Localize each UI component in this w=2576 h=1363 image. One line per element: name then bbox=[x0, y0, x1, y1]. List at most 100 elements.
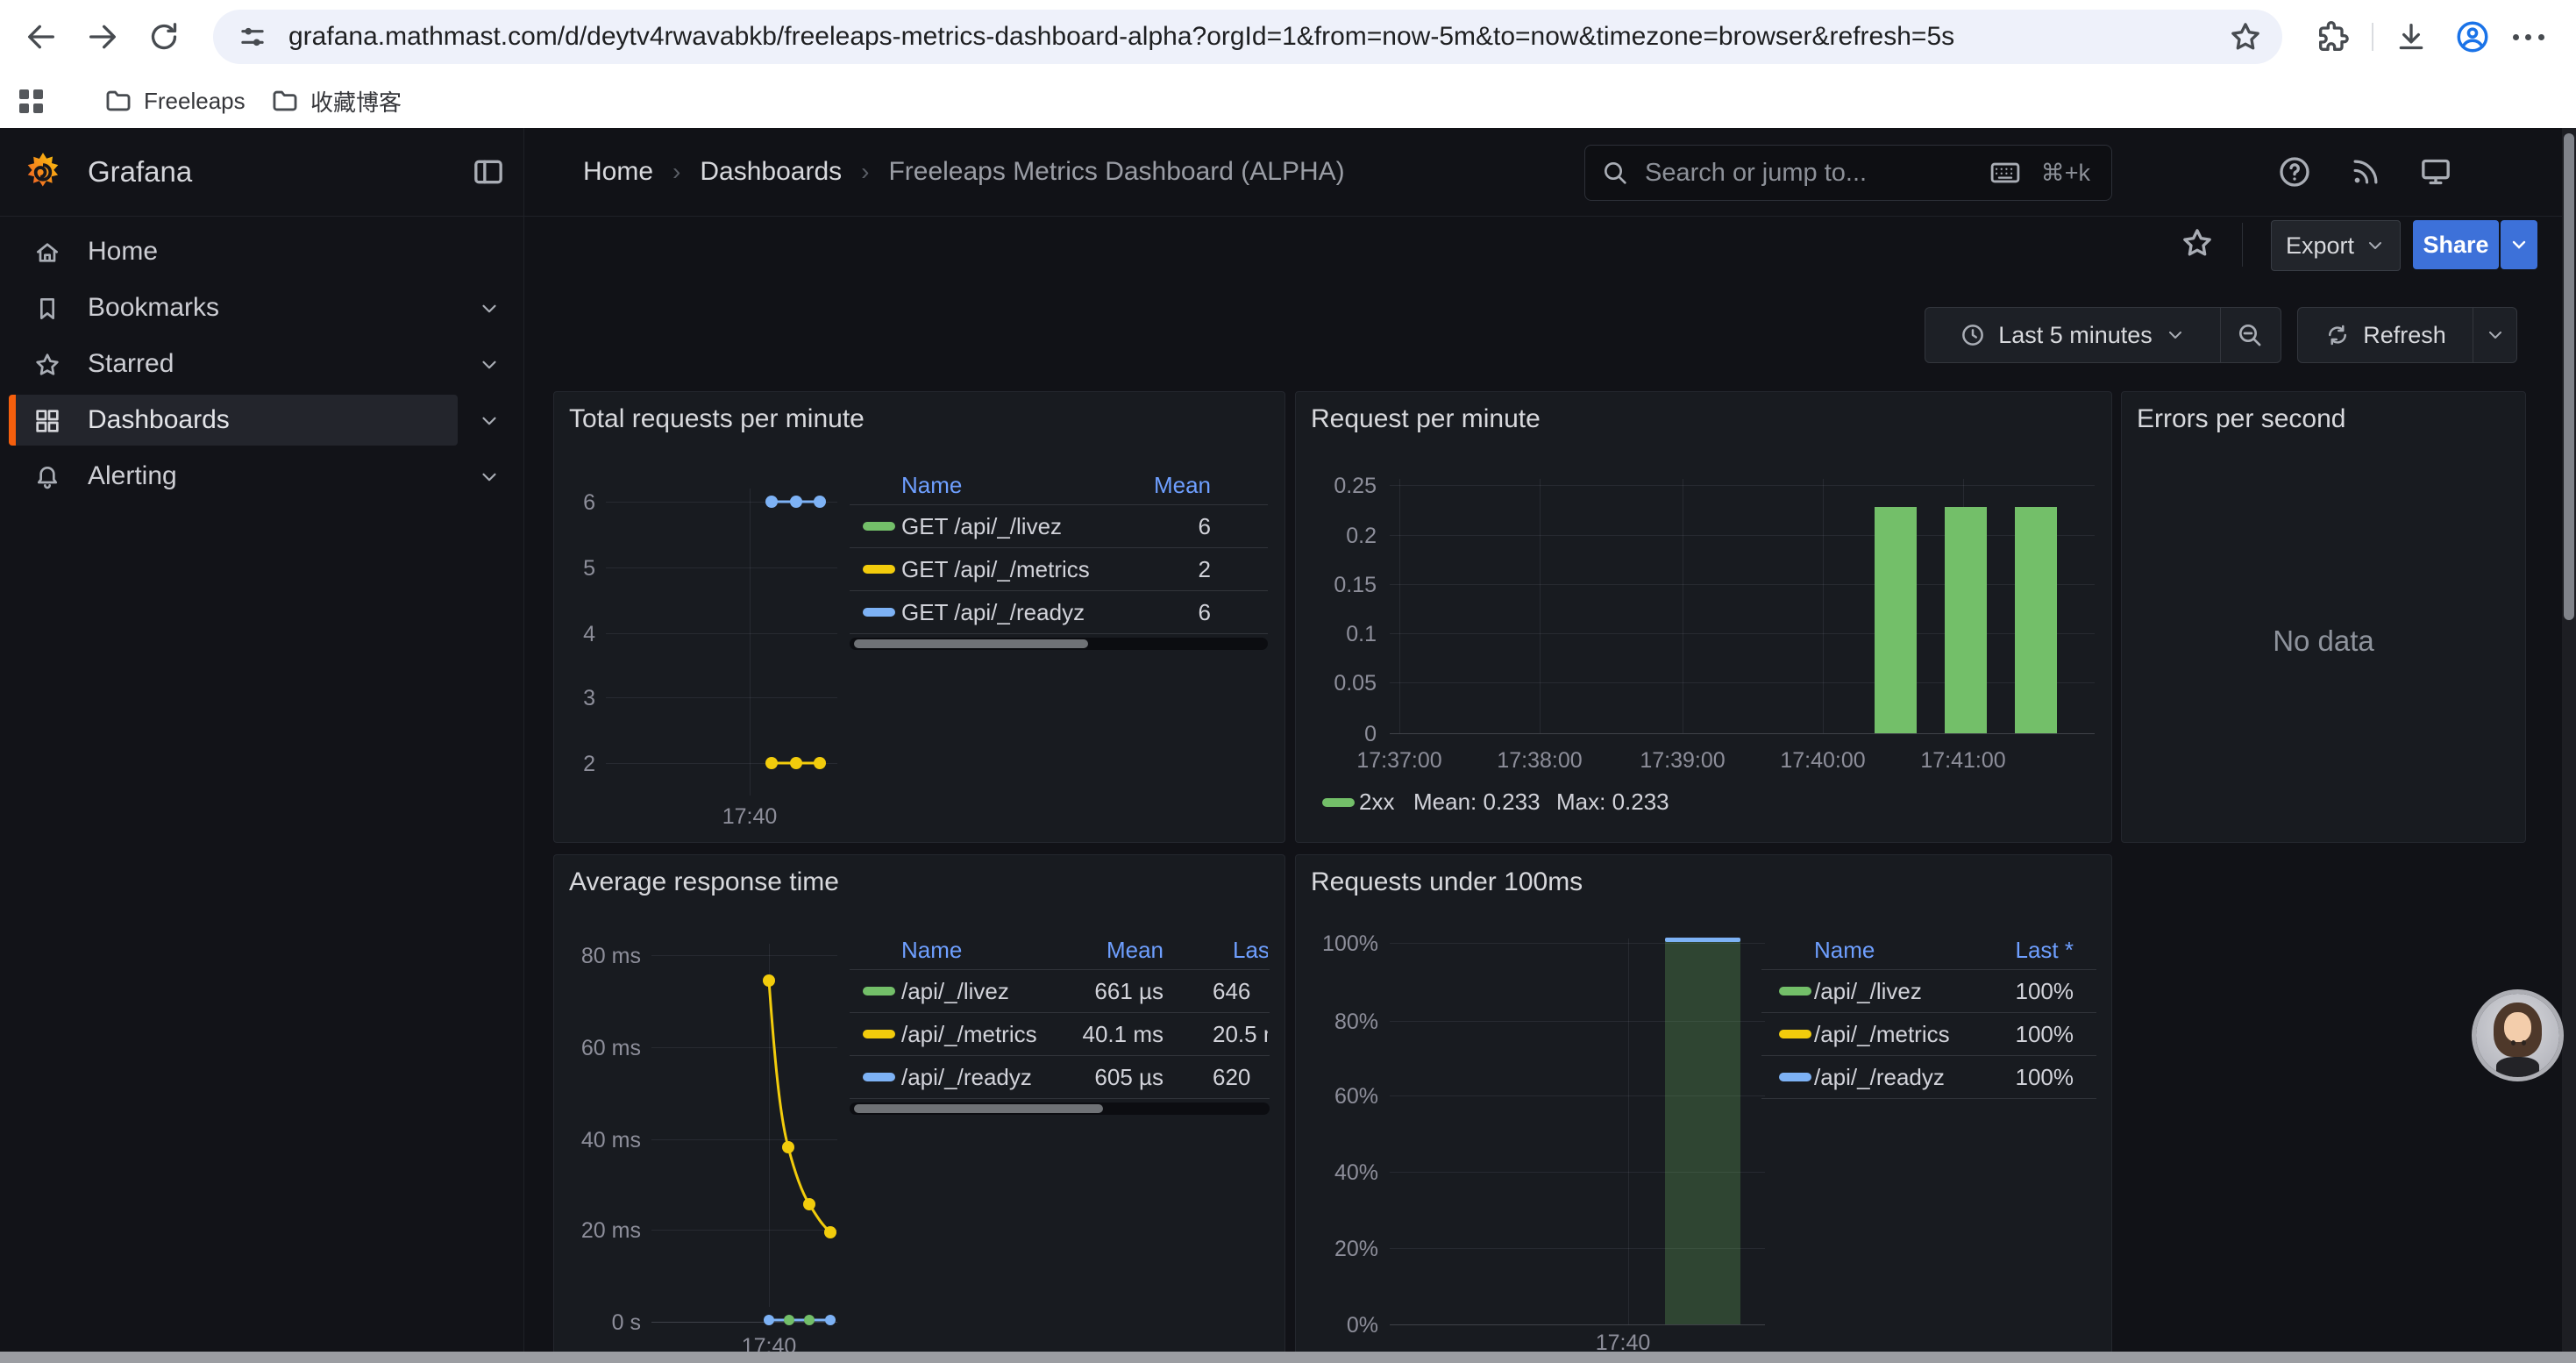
legend-row: GET /api/_/livez 6 bbox=[850, 505, 1268, 548]
legend-color-swatch bbox=[863, 565, 895, 574]
chevron-down-icon[interactable] bbox=[478, 466, 501, 489]
dock-menu-icon bbox=[471, 154, 506, 189]
screen: grafana.mathmast.com/d/deytv4rwavabkb/fr… bbox=[0, 0, 2576, 1363]
time-range-button[interactable]: Last 5 minutes bbox=[1925, 308, 2220, 362]
home-icon bbox=[33, 239, 61, 267]
panel-total-requests: Total requests per minute 6 5 4 3 2 17:4… bbox=[553, 391, 1285, 843]
share-button[interactable]: Share bbox=[2413, 220, 2499, 269]
chevron-down-icon[interactable] bbox=[478, 297, 501, 320]
legend-header: Name Last * bbox=[1761, 931, 2096, 970]
series-name[interactable]: /api/_/readyz bbox=[1814, 1056, 1945, 1098]
sidebar-item-starred[interactable]: Starred bbox=[0, 337, 523, 391]
news-button[interactable] bbox=[2346, 153, 2385, 191]
search-icon bbox=[1601, 159, 1629, 187]
series-mean: 40.1 ms bbox=[1083, 1013, 1164, 1055]
address-bar[interactable]: grafana.mathmast.com/d/deytv4rwavabkb/fr… bbox=[213, 10, 2282, 64]
help-button[interactable] bbox=[2275, 153, 2314, 191]
legend-header: Name Mean bbox=[850, 466, 1268, 505]
zoom-out-icon bbox=[2236, 321, 2264, 349]
floating-assistant-avatar[interactable] bbox=[2476, 994, 2559, 1077]
chevron-down-icon bbox=[2365, 235, 2386, 256]
breadcrumb: Home › Dashboards › Freeleaps Metrics Da… bbox=[583, 128, 1345, 216]
legend-color-swatch bbox=[1779, 1030, 1811, 1038]
series-last: 100% bbox=[2016, 1013, 2074, 1055]
series-last: 20.5 m bbox=[1213, 1013, 1268, 1055]
forward-button[interactable] bbox=[76, 11, 129, 63]
series-last: 620 bbox=[1213, 1056, 1268, 1098]
series-max: Max: 0.233 bbox=[1556, 786, 1669, 817]
legend-color-swatch bbox=[1779, 1073, 1811, 1081]
extensions-button[interactable] bbox=[2306, 11, 2359, 63]
bookmark-folder-blogs[interactable]: 收藏博客 bbox=[270, 82, 402, 119]
legend-row: /api/_/readyz 605 µs 620 bbox=[850, 1056, 1270, 1099]
browser-toolbar: grafana.mathmast.com/d/deytv4rwavabkb/fr… bbox=[0, 0, 2576, 74]
series-name[interactable]: 2xx bbox=[1359, 786, 1394, 817]
series-name[interactable]: GET /api/_/readyz bbox=[901, 591, 1085, 633]
downloads-button[interactable] bbox=[2385, 11, 2437, 63]
scrollbar-thumb[interactable] bbox=[854, 1104, 1103, 1113]
bookmark-star-icon[interactable] bbox=[2228, 19, 2263, 54]
sidebar-item-bookmarks[interactable]: Bookmarks bbox=[0, 281, 523, 335]
favorite-dashboard-button[interactable] bbox=[2180, 225, 2215, 260]
page-horizontal-scrollbar[interactable] bbox=[0, 1352, 2576, 1363]
refresh-button[interactable]: Refresh bbox=[2298, 308, 2473, 362]
series-name[interactable]: GET /api/_/livez bbox=[901, 505, 1062, 547]
download-icon bbox=[2394, 19, 2429, 54]
apps-grid-button[interactable] bbox=[19, 82, 43, 119]
series-name[interactable]: /api/_/readyz bbox=[901, 1056, 1032, 1098]
display-button[interactable] bbox=[2416, 153, 2455, 191]
series-name[interactable]: GET /api/_/metrics bbox=[901, 548, 1090, 590]
export-button[interactable]: Export bbox=[2271, 220, 2401, 271]
sidebar: Grafana Home Bookmarks Starred bbox=[0, 128, 524, 1363]
help-icon bbox=[2277, 154, 2312, 189]
site-settings-icon[interactable] bbox=[236, 20, 269, 54]
panel-title[interactable]: Errors per second bbox=[2137, 404, 2345, 434]
clock-icon bbox=[1960, 322, 1986, 348]
grafana-logo[interactable] bbox=[21, 150, 65, 194]
folder-icon bbox=[270, 86, 300, 116]
series-mean: 6 bbox=[1199, 591, 1211, 633]
panel-requests-under-100ms: Requests under 100ms 100% 80% 60% 40% 20… bbox=[1295, 854, 2112, 1363]
legend-color-swatch bbox=[863, 522, 895, 531]
chevron-down-icon[interactable] bbox=[478, 410, 501, 432]
zoom-out-button[interactable] bbox=[2221, 308, 2279, 362]
chevron-down-icon[interactable] bbox=[478, 353, 501, 376]
back-button[interactable] bbox=[15, 11, 68, 63]
avatar-body bbox=[2496, 1057, 2539, 1077]
breadcrumb-home[interactable]: Home bbox=[583, 157, 653, 187]
refresh-controls: Refresh bbox=[2297, 307, 2517, 363]
breadcrumb-separator: › bbox=[861, 158, 869, 186]
legend-color-swatch bbox=[863, 1030, 895, 1038]
reload-button[interactable] bbox=[138, 11, 190, 63]
share-menu-button[interactable] bbox=[2501, 220, 2537, 269]
sidebar-item-dashboards[interactable]: Dashboards bbox=[0, 393, 523, 447]
sidebar-item-alerting[interactable]: Alerting bbox=[0, 449, 523, 503]
legend-color-swatch bbox=[1322, 798, 1355, 807]
series-name[interactable]: /api/_/metrics bbox=[1814, 1013, 1950, 1055]
panel-title[interactable]: Requests under 100ms bbox=[1311, 867, 1583, 897]
refresh-interval-button[interactable] bbox=[2473, 308, 2516, 362]
bookmark-folder-freeleaps[interactable]: Freeleaps bbox=[103, 82, 246, 119]
profile-button[interactable] bbox=[2446, 11, 2499, 63]
search-input[interactable] bbox=[1643, 158, 1936, 189]
scrollbar-thumb[interactable] bbox=[2564, 133, 2574, 620]
folder-icon bbox=[103, 86, 133, 116]
series-name[interactable]: /api/_/livez bbox=[901, 970, 1009, 1012]
series-last: 100% bbox=[2016, 970, 2074, 1012]
panel-title[interactable]: Request per minute bbox=[1311, 404, 1541, 434]
dock-menu-button[interactable] bbox=[471, 154, 506, 189]
extensions-icon bbox=[2315, 19, 2350, 54]
sidebar-item-home[interactable]: Home bbox=[0, 225, 523, 279]
legend-row: /api/_/metrics 100% bbox=[1761, 1013, 2096, 1056]
toolbar-divider bbox=[2372, 23, 2373, 51]
breadcrumb-dashboards[interactable]: Dashboards bbox=[700, 157, 842, 187]
legend-row: /api/_/livez 661 µs 646 bbox=[850, 970, 1270, 1013]
search-box[interactable]: ⌘+k bbox=[1584, 145, 2112, 201]
series-name[interactable]: /api/_/metrics bbox=[901, 1013, 1037, 1055]
avatar-face bbox=[2504, 1012, 2530, 1042]
scrollbar-thumb[interactable] bbox=[854, 639, 1088, 648]
profile-icon bbox=[2454, 18, 2491, 55]
browser-menu-button[interactable] bbox=[2509, 11, 2548, 63]
reload-icon bbox=[146, 19, 181, 54]
series-name[interactable]: /api/_/livez bbox=[1814, 970, 1922, 1012]
